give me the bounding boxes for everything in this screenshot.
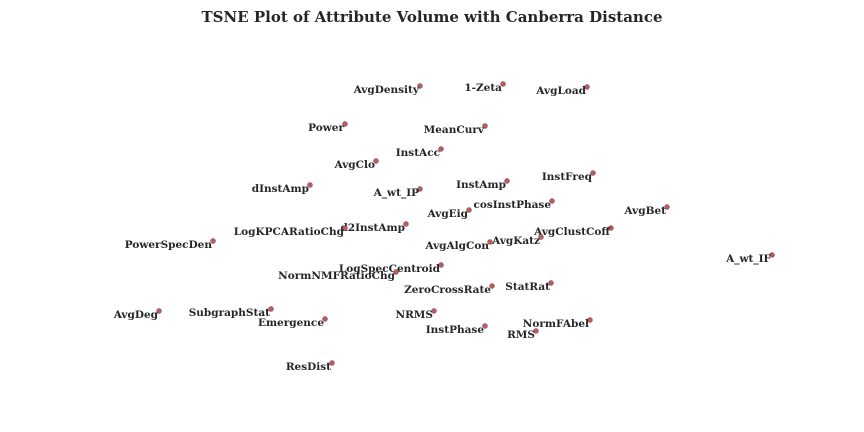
data-point-a-wt-if [769,252,775,258]
point-label-nrms: NRMS [395,309,433,321]
data-point-normnmfratiochg [393,269,399,275]
data-point-emergence [322,316,328,322]
point-label-normnmfratiochg: NormNMFRatioChg [278,270,396,282]
data-point-powerspecden [210,238,216,244]
data-point-avgdeg [156,308,162,314]
data-point-statrat [548,280,554,286]
point-label-logspeccentroid: LogSpecCentroid [339,263,441,275]
point-label-avgdensity: AvgDensity [353,84,420,96]
point-label-emergence: Emergence [258,317,324,329]
point-label-resdist: ResDist [286,361,331,373]
data-point-rms [533,328,539,334]
point-label-powerspecden: PowerSpecDen [125,239,213,251]
data-point-dinstamp [307,182,313,188]
data-point-nrms [431,308,437,314]
point-label-avgbet: AvgBet [623,205,666,217]
point-label-instamp: InstAmp [456,179,506,191]
point-label-avgalgcon: AvgAlgCon [424,240,489,252]
data-point-resdist [329,360,335,366]
point-label-a-wt-if: A_wt_IF [725,253,771,266]
point-label-instfreq: InstFreq [542,171,593,183]
data-point-instamp [504,178,510,184]
data-point-cosinstphase [549,198,555,204]
data-point-a-wt-ip [417,186,423,192]
point-label-d2instamp: d2InstAmp [340,222,405,234]
data-point-logkpcaratiochg [342,225,348,231]
data-point-instphase [482,323,488,329]
data-point-instfreq [590,170,596,176]
chart-title: TSNE Plot of Attribute Volume with Canbe… [202,8,663,26]
point-label-avgclustcoff: AvgClustCoff [533,226,611,238]
point-label-avgdeg: AvgDeg [113,309,159,321]
data-point-avgalgcon [487,239,493,245]
scatter-marks: AvgDensity 1-Zeta AvgLoad Power MeanCurv Inst… [113,81,775,373]
point-label-instacc: InstAcc [396,147,440,159]
point-label-subgraphstat: SubgraphStat [189,307,270,319]
data-point-instacc [438,146,444,152]
data-point-avgeig [466,207,472,213]
data-point-avgload [584,84,590,90]
data-point-power [342,121,348,127]
point-label-logkpcaratiochg: LogKPCARatioChg [234,226,345,238]
point-label-statrat: StatRat [505,281,550,293]
data-point-avgbet [664,204,670,210]
data-point-avgdensity [417,83,423,89]
point-label-rms: RMS [507,329,535,341]
point-label-power: Power [308,122,344,134]
point-label-zerocrossrate: ZeroCrossRate [404,284,491,296]
data-point-d2instamp [403,221,409,227]
point-label-avgload: AvgLoad [535,85,586,97]
data-point-subgraphstat [268,306,274,312]
data-point-avgkatz [538,234,544,240]
point-label-cosinstphase: cosInstPhase [473,199,551,211]
data-point-logspeccentroid [438,262,444,268]
point-label-1-zeta: 1-Zeta [464,82,502,94]
point-label-normfabel: NormFAbel [523,318,589,330]
data-point-1-zeta [500,81,506,87]
data-point-avgclustcoff [608,225,614,231]
point-label-avgkatz: AvgKatz [491,235,540,247]
point-label-instphase: InstPhase [426,324,485,336]
point-label-avgeig: AvgEig [427,208,469,220]
data-point-meancurv [482,123,488,129]
point-label-avgclo: AvgClo [333,159,375,171]
data-point-avgclo [373,158,379,164]
point-label-a-wt-ip: A_wt_IP [373,187,419,200]
point-label-meancurv: MeanCurv [424,124,485,136]
data-point-zerocrossrate [489,283,495,289]
point-label-dinstamp: dInstAmp [252,183,309,195]
data-point-normfabel [587,317,593,323]
